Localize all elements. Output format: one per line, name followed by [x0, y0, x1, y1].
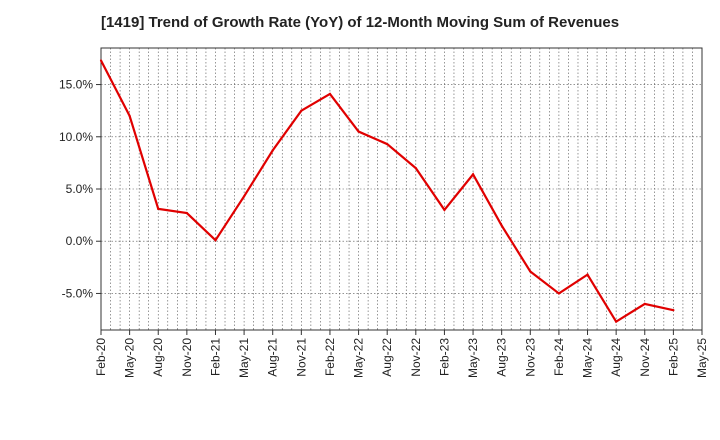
data-point	[128, 114, 131, 117]
data-point	[586, 273, 589, 276]
grid-lines	[101, 48, 702, 330]
data-point	[99, 59, 103, 62]
plot-area-frame	[100, 47, 703, 331]
x-tick-label: Aug-23	[495, 338, 509, 377]
data-point	[185, 211, 188, 215]
data-point	[557, 292, 561, 295]
data-point	[271, 149, 274, 152]
x-tick-label: Aug-21	[266, 338, 280, 377]
data-point	[357, 130, 360, 133]
data-point	[615, 320, 618, 323]
x-tick-label: Feb-23	[437, 338, 451, 376]
x-tick-label: Feb-21	[208, 338, 222, 376]
data-point	[414, 167, 417, 170]
series-layer	[99, 59, 675, 324]
x-tick-label: Feb-22	[323, 338, 337, 376]
x-tick-label: May-22	[352, 338, 366, 378]
x-tick-label: Feb-20	[94, 338, 108, 376]
x-tick-label: May-25	[695, 338, 709, 378]
data-point	[643, 302, 646, 305]
x-tick-label: May-23	[466, 338, 480, 378]
y-tick-label: 0.0%	[66, 234, 94, 248]
data-point	[529, 270, 532, 273]
y-tick-label: -5.0%	[62, 286, 94, 300]
axes: 15.0% 10.0% 5.0% 0.0% -5.0% Feb-20 May-20 Aug-2…	[59, 78, 709, 378]
data-point	[672, 309, 675, 312]
x-tick-label: May-24	[581, 338, 595, 378]
data-point	[500, 224, 503, 227]
y-tick-label: 15.0%	[59, 78, 93, 92]
x-tick-label: Aug-20	[151, 338, 165, 377]
x-tick-label: Feb-25	[666, 338, 680, 376]
data-point	[443, 208, 446, 211]
data-point	[242, 195, 246, 198]
data-point	[386, 142, 389, 146]
x-tick-label: Feb-24	[552, 338, 566, 376]
x-tick-label: Nov-22	[409, 338, 423, 377]
data-point	[471, 173, 475, 176]
x-tick-label: May-20	[123, 338, 137, 378]
x-tick-label: Nov-24	[638, 338, 652, 377]
x-tick-label: Aug-24	[609, 338, 623, 377]
y-tick-label: 10.0%	[59, 130, 93, 144]
chart-title: [1419] Trend of Growth Rate (YoY) of 12-…	[100, 14, 620, 31]
x-tick-label: Nov-23	[523, 338, 537, 377]
y-tick-label: 5.0%	[66, 182, 94, 196]
x-tick-label: Nov-20	[180, 338, 194, 377]
series-line	[100, 60, 674, 324]
data-point	[300, 109, 303, 112]
data-point	[214, 239, 217, 242]
x-tick-label: Aug-22	[380, 338, 394, 377]
x-tick-label: May-21	[237, 338, 251, 378]
data-point	[157, 207, 160, 210]
x-tick-label: Nov-21	[294, 338, 308, 377]
data-point	[328, 92, 332, 96]
